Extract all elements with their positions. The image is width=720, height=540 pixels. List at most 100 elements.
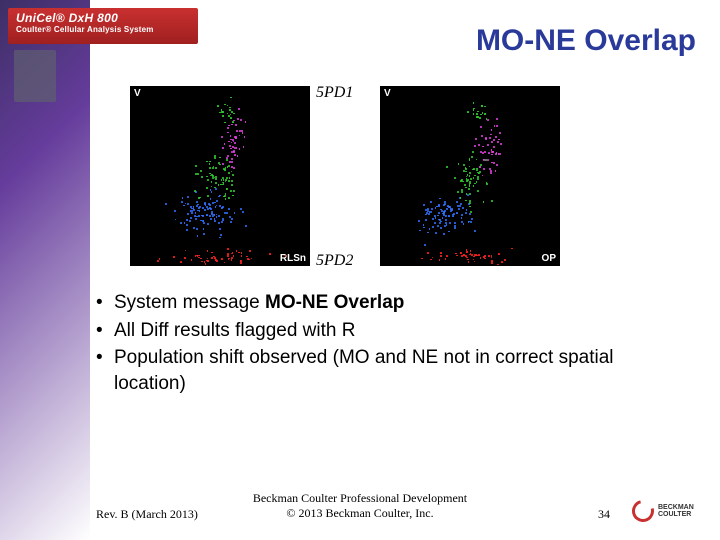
scatter-point [468, 261, 470, 263]
scatter-point [490, 170, 492, 172]
scatter-point [481, 135, 483, 137]
scatter-point [479, 117, 481, 119]
scatter-point [476, 116, 478, 118]
scatter-point [211, 252, 213, 254]
scatter-point [469, 181, 471, 183]
plot-caption-5pd1: 5PD1 [316, 84, 353, 102]
scatter-point [218, 196, 220, 198]
scatter-point [175, 219, 177, 221]
scatter-point [480, 114, 482, 116]
scatter-point [236, 250, 238, 252]
scatter-point [435, 232, 437, 234]
scatter-point [466, 209, 468, 211]
scatter-point [220, 234, 222, 236]
scatter-point [432, 226, 434, 228]
scatter-point [454, 227, 456, 229]
scatter-point [189, 220, 191, 222]
scatter-point [196, 201, 198, 203]
scatter-point [484, 151, 486, 153]
scatter-plot-right-wrap: V OP [380, 86, 560, 266]
scatter-point [473, 256, 475, 258]
scatter-point [446, 208, 448, 210]
scatter-point [214, 202, 216, 204]
scatter-point [197, 173, 199, 175]
scatter-point [225, 193, 227, 195]
scatter-point [458, 208, 460, 210]
scatter-point [193, 227, 195, 229]
scatter-point [226, 212, 228, 214]
scatter-point [198, 215, 200, 217]
scatter-point [427, 252, 429, 254]
bullet-item: System message MO-NE Overlap [96, 290, 680, 316]
scatter-point [498, 253, 500, 255]
footer-page-number: 34 [598, 507, 610, 522]
scatter-point [269, 253, 271, 255]
scatter-point [234, 147, 236, 149]
scatter-point [449, 222, 451, 224]
scatter-point [474, 175, 476, 177]
scatter-point [200, 258, 202, 260]
scatter-point [219, 157, 221, 159]
scatter-point [206, 215, 208, 217]
scatter-point [210, 198, 212, 200]
scatter-point [244, 136, 246, 138]
scatter-point [472, 169, 474, 171]
scatter-point [430, 259, 432, 261]
scatter-point [184, 257, 186, 259]
scatter-point [454, 177, 456, 179]
scatter-point [453, 213, 455, 215]
scatter-point [499, 153, 501, 155]
scatter-point [231, 180, 233, 182]
scatter-plot-row: 5PD1 V RLSn 5PD2 V OP [130, 86, 560, 266]
scatter-point [428, 213, 430, 215]
scatter-point [448, 231, 450, 233]
scatter-point [427, 232, 429, 234]
scatter-point [218, 222, 220, 224]
scatter-point [432, 218, 434, 220]
scatter-point [215, 182, 217, 184]
scatter-point [238, 252, 240, 254]
scatter-point [242, 132, 244, 134]
scatter-point [474, 183, 476, 185]
scatter-point [234, 142, 236, 144]
scatter-point [482, 175, 484, 177]
footer-revision: Rev. B (March 2013) [96, 507, 198, 522]
scatter-point [429, 228, 431, 230]
scatter-point [462, 207, 464, 209]
scatter-point [232, 121, 234, 123]
scatter-point [240, 262, 242, 264]
scatter-point [486, 118, 488, 120]
scatter-point [471, 218, 473, 220]
scatter-point [473, 109, 475, 111]
scatter-point [231, 218, 233, 220]
scatter-point [478, 254, 480, 256]
scatter-point [482, 146, 484, 148]
scatter-point [199, 210, 201, 212]
scatter-point [215, 167, 217, 169]
scatter-point [489, 137, 491, 139]
scatter-point [231, 124, 233, 126]
scatter-point [212, 167, 214, 169]
scatter-point [228, 180, 230, 182]
scatter-point [222, 206, 224, 208]
scatter-point [251, 258, 253, 260]
scatter-point [211, 211, 213, 213]
scatter-point [464, 184, 466, 186]
scatter-point [209, 167, 211, 169]
scatter-point [229, 145, 231, 147]
scatter-point [232, 195, 234, 197]
scatter-point [435, 207, 437, 209]
scatter-point [198, 207, 200, 209]
y-axis-label: V [384, 88, 391, 99]
scatter-point [501, 261, 503, 263]
bullet-list: System message MO-NE Overlap All Diff re… [96, 290, 680, 399]
scatter-point [494, 125, 496, 127]
scatter-point [483, 256, 485, 258]
scatter-point [187, 213, 189, 215]
scatter-point [229, 177, 231, 179]
scatter-point [230, 117, 232, 119]
scatter-point [430, 201, 432, 203]
scatter-point [195, 218, 197, 220]
scatter-point [473, 185, 475, 187]
beckman-coulter-logo: BECKMAN COULTER [632, 498, 702, 524]
